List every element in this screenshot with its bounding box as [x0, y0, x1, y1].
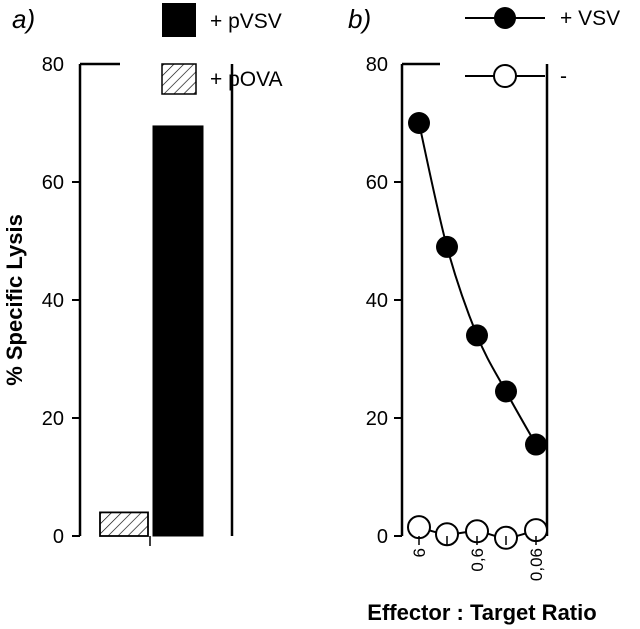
legend-pvsv-label: + pVSV	[210, 10, 282, 33]
panel-b-label: b)	[348, 4, 371, 34]
panel-a-ytick-label: 80	[42, 54, 64, 76]
panel-b-ytick-label: 0	[377, 526, 388, 548]
panel-b-y-ticks: 0 20 40 60 80	[366, 54, 402, 548]
panel-b-ytick-label: 20	[366, 408, 388, 430]
bar-pvsv	[152, 125, 204, 537]
panel-a-ytick-label: 0	[53, 526, 64, 548]
panel-b-ytick-label: 80	[366, 54, 388, 76]
panel-b-ytick-label: 60	[366, 172, 388, 194]
data-point-neg	[407, 515, 431, 540]
x-tick-label: 0,6	[468, 548, 487, 572]
panel-b: b) 0 20 40 60 80 6 0,6 0,06 Effector : Tar…	[348, 4, 620, 625]
panel-b-x-ticks: 6 0,6 0,06	[410, 536, 546, 581]
x-tick-label: 6	[410, 548, 429, 557]
panel-b-ytick-label: 40	[366, 290, 388, 312]
legend-neg-label: -	[560, 65, 567, 88]
panel-a-label: a)	[12, 4, 35, 34]
data-point-neg	[435, 522, 459, 547]
y-axis-title: % Specific Lysis	[2, 214, 27, 386]
series-line-vsv	[418, 122, 537, 446]
x-tick-label: 0,06	[527, 548, 546, 581]
panel-a-ytick-label: 60	[42, 172, 64, 194]
legend-neg-marker	[493, 64, 517, 88]
panel-a-ytick-label: 20	[42, 408, 64, 430]
legend-povA-swatch	[161, 63, 197, 95]
legend-vsv-label: + VSV	[560, 7, 620, 30]
panel-a: a) 0 20 40 60 80 % Specific Lysis	[2, 3, 283, 548]
panel-a-legend: + pVSV + pOVA	[161, 3, 283, 95]
legend-povA-label: + pOVA	[210, 68, 283, 91]
data-point-vsv	[495, 380, 517, 403]
panel-a-y-ticks: 0 20 40 60 80	[42, 54, 80, 548]
panel-a-ytick-label: 40	[42, 290, 64, 312]
legend-vsv-marker	[494, 7, 516, 29]
panel-b-legend: + VSV -	[465, 7, 620, 88]
bar-povA	[99, 511, 149, 537]
data-point-vsv	[466, 324, 488, 347]
panel-b-series	[407, 112, 548, 550]
data-point-vsv	[408, 112, 430, 134]
legend-pvsv-swatch	[162, 3, 196, 37]
data-point-vsv	[436, 235, 458, 258]
data-point-vsv	[525, 433, 547, 456]
x-axis-title: Effector : Target Ratio	[367, 600, 596, 625]
